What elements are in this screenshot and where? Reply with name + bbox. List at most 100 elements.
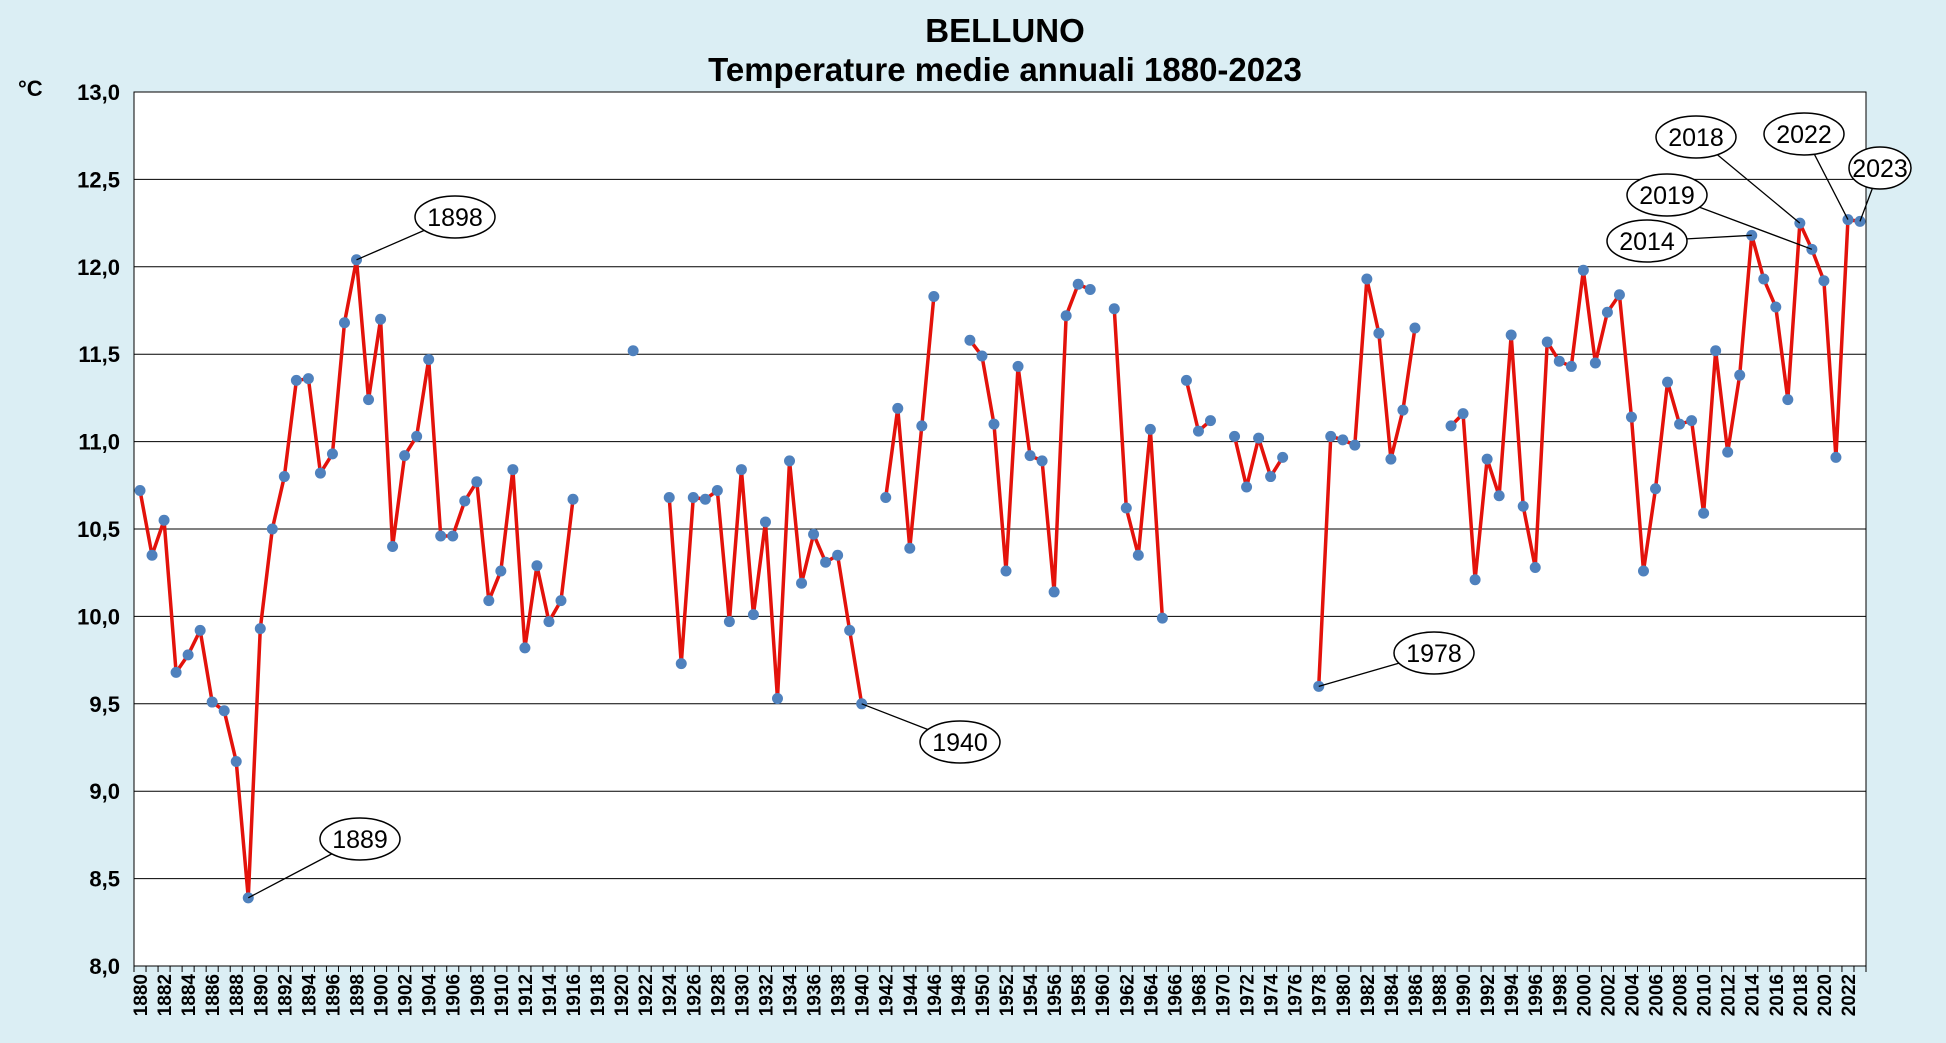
x-tick-label: 1900	[372, 974, 393, 1016]
data-point	[507, 464, 519, 476]
data-point	[1541, 336, 1553, 348]
callout-bubble	[1393, 631, 1475, 675]
data-point	[314, 467, 326, 479]
x-tick-label: 1998	[1550, 974, 1571, 1016]
callout-label: 2018	[1668, 124, 1724, 152]
x-tick-label: 1978	[1310, 974, 1331, 1016]
x-tick-label: 1892	[275, 974, 296, 1016]
x-tick-label: 2006	[1647, 974, 1668, 1016]
data-point	[1698, 507, 1710, 519]
callout-bubble	[1655, 115, 1737, 159]
x-tick-label: 2004	[1622, 974, 1643, 1017]
data-point	[1012, 360, 1024, 372]
y-tick-label: 8,0	[89, 954, 120, 979]
chart-subtitle: Temperature medie annuali 1880-2023	[708, 51, 1302, 88]
data-point	[796, 577, 808, 589]
data-point	[1734, 369, 1746, 381]
data-point	[1385, 453, 1397, 465]
y-tick-label: 8,5	[89, 867, 120, 892]
x-tick-label: 1928	[708, 974, 729, 1016]
data-point	[1758, 273, 1770, 285]
callout-label: 2014	[1619, 228, 1675, 256]
data-point	[1818, 275, 1830, 287]
x-tick-label: 1932	[756, 974, 777, 1016]
data-point	[663, 492, 675, 504]
x-tick-label: 2014	[1743, 974, 1764, 1017]
x-tick-label: 2016	[1767, 974, 1788, 1016]
x-tick-label: 1922	[636, 974, 657, 1016]
data-point	[916, 420, 928, 432]
callout-leader-line	[1813, 153, 1849, 220]
x-tick-label: 1902	[396, 974, 417, 1016]
callout-bubble	[1848, 146, 1912, 190]
data-point	[266, 523, 278, 535]
x-tick-label: 1970	[1214, 974, 1235, 1016]
x-tick-label: 1944	[901, 974, 922, 1017]
data-point	[254, 623, 266, 635]
callout-leader-line	[1699, 206, 1813, 250]
x-tick-label: 1964	[1141, 974, 1162, 1017]
data-point	[1674, 418, 1686, 430]
data-point	[1650, 483, 1662, 495]
callout-bubble	[1606, 219, 1688, 263]
callout-bubble	[1626, 173, 1708, 217]
callout-leader-line	[1686, 234, 1752, 240]
data-point	[375, 313, 387, 325]
x-tick-label: 1954	[1021, 974, 1042, 1017]
data-point	[832, 549, 844, 561]
data-point	[735, 464, 747, 476]
x-tick-label: 1898	[348, 974, 369, 1016]
data-point	[423, 353, 435, 365]
data-point	[206, 696, 218, 708]
data-point	[687, 492, 699, 504]
data-point	[1529, 561, 1541, 573]
x-tick-label: 1966	[1165, 974, 1186, 1016]
x-tick-label: 1952	[997, 974, 1018, 1016]
data-point	[278, 471, 290, 483]
data-point	[447, 530, 459, 542]
callout-label: 1889	[332, 826, 388, 854]
x-tick-label: 1918	[588, 974, 609, 1016]
data-point	[904, 542, 916, 554]
x-tick-label: 1986	[1406, 974, 1427, 1016]
data-point	[1204, 415, 1216, 427]
callout-label: 2023	[1852, 155, 1908, 183]
data-point	[880, 492, 892, 504]
data-point	[1613, 289, 1625, 301]
y-tick-label: 13,0	[77, 80, 120, 105]
x-tick-label: 1974	[1262, 974, 1283, 1017]
data-point	[158, 514, 170, 526]
x-tick-label: 2020	[1815, 974, 1836, 1016]
callout-bubble	[414, 195, 496, 239]
data-point	[1253, 432, 1265, 444]
data-point	[1241, 481, 1253, 493]
data-point	[759, 516, 771, 528]
y-axis-ticks: 8,0 8,5 9,0 9,5 10,0 10,5 11,0 11,5 12,0 12,5 13,0	[77, 80, 120, 979]
x-tick-label: 1934	[781, 974, 802, 1017]
data-point	[519, 642, 531, 654]
x-tick-label: 1956	[1045, 974, 1066, 1016]
data-point	[146, 549, 158, 561]
data-point	[1144, 423, 1156, 435]
x-tick-label: 2008	[1671, 974, 1692, 1016]
y-tick-label: 9,0	[89, 779, 120, 804]
y-tick-label: 12,0	[77, 255, 120, 280]
data-point	[964, 334, 976, 346]
data-point	[1229, 430, 1241, 442]
x-tick-label: 1976	[1286, 974, 1307, 1016]
data-point	[363, 394, 375, 406]
x-tick-label: 1958	[1069, 974, 1090, 1016]
data-point	[170, 666, 182, 678]
data-point	[1445, 420, 1457, 432]
callout-leader-line	[1318, 662, 1400, 687]
data-point	[1517, 500, 1529, 512]
data-point	[976, 350, 988, 362]
data-point	[1072, 278, 1084, 290]
x-tick-label: 1948	[949, 974, 970, 1016]
data-point	[747, 609, 759, 621]
x-tick-label: 1938	[829, 974, 850, 1016]
callout-label: 2019	[1639, 182, 1695, 210]
callout-bubble	[319, 817, 401, 861]
data-point	[1156, 612, 1168, 624]
y-tick-label: 11,0	[78, 430, 120, 455]
